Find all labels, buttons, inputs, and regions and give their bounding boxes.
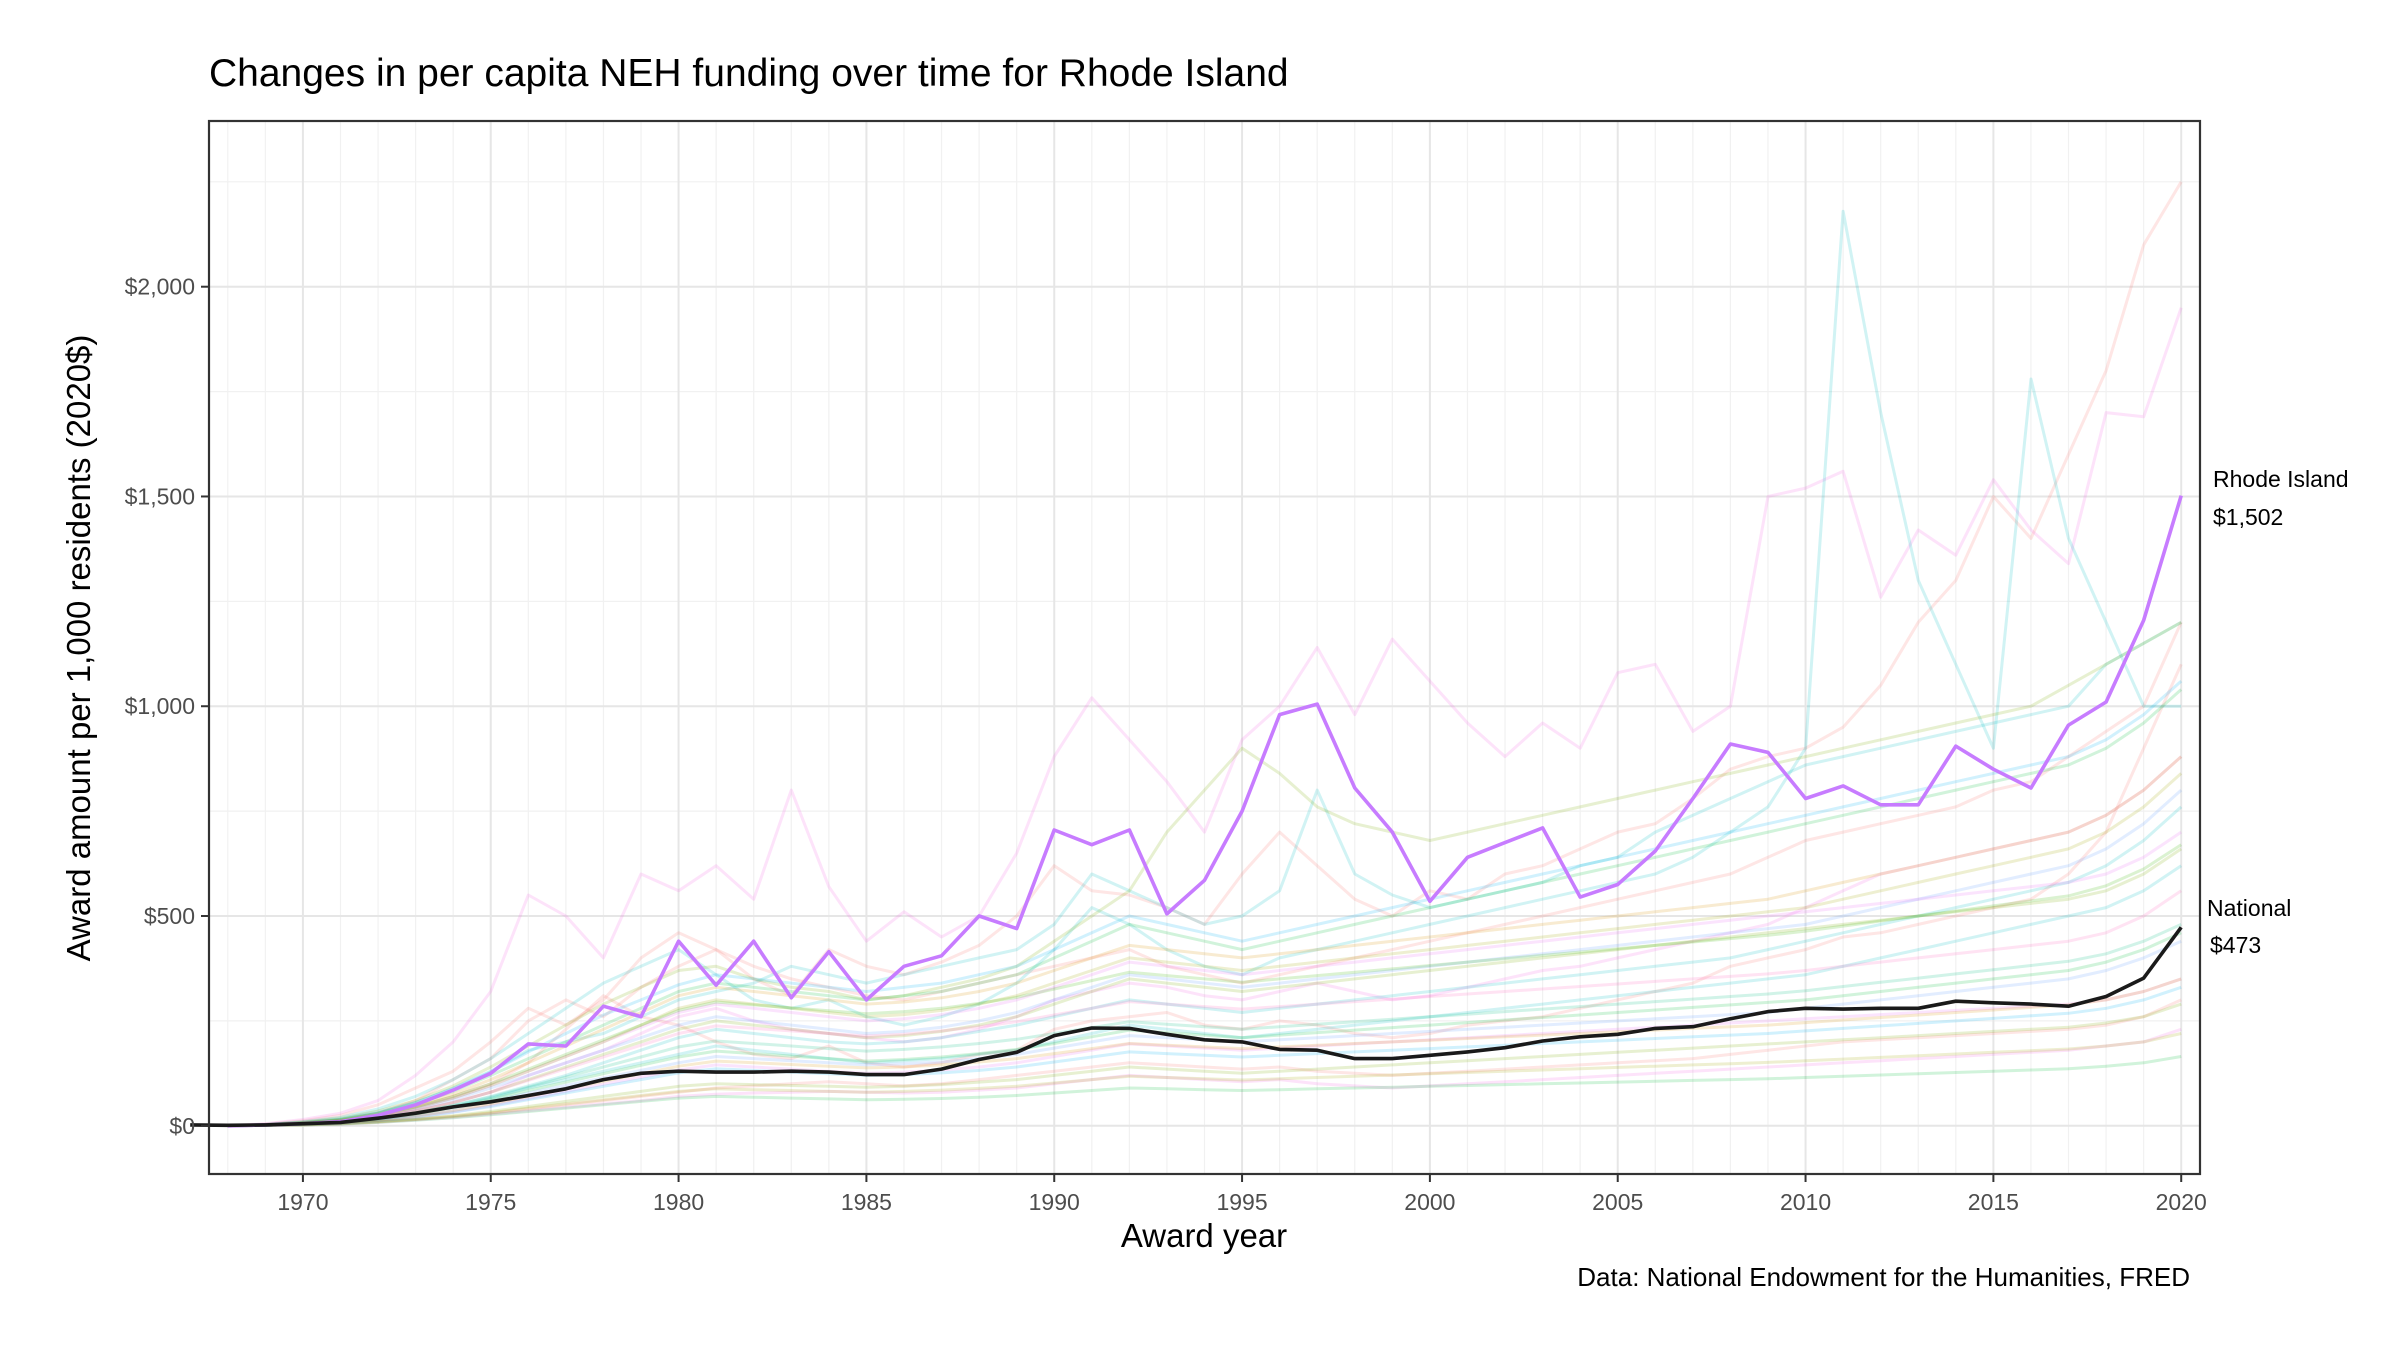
major-gridlines	[209, 121, 2200, 1174]
background-state-line	[227, 1002, 2182, 1128]
background-state-line	[227, 998, 2182, 1128]
background-state-line	[227, 923, 2182, 1128]
x-tick-label: 1985	[841, 1189, 892, 1215]
background-state-line	[227, 843, 2183, 1128]
background-state-line	[227, 931, 2182, 1128]
plot-panel-border	[207, 119, 2202, 1176]
x-tick-label: 1990	[1029, 1189, 1080, 1215]
x-axis-ticks: 1970 1975 1980 1985 1990 1995 2000 2005 2010 2015…	[277, 1174, 2207, 1215]
x-tick-label: 1975	[465, 1189, 516, 1215]
background-state-line	[227, 1055, 2182, 1128]
chart-caption: Data: National Endowment for the Humanit…	[1577, 1262, 2190, 1292]
background-state-line	[227, 788, 2183, 1128]
background-state-line	[227, 307, 2183, 1128]
background-state-line	[227, 805, 2183, 1128]
x-tick-label: 1980	[653, 1189, 704, 1215]
background-state-line	[227, 1032, 2182, 1128]
background-state-lines	[227, 181, 2183, 1128]
national-series-end-value-label: $473	[2210, 932, 2261, 958]
background-state-line	[227, 985, 2182, 1128]
y-axis-title: Award amount per 1,000 residents (2020$)	[60, 335, 97, 962]
background-state-line	[227, 663, 2183, 1128]
y-axis-ticks: $0 $500 $1,000 $1,500 $2,000	[125, 274, 209, 1139]
chart-title: Changes in per capita NEH funding over t…	[209, 52, 1289, 95]
x-tick-label: 2000	[1404, 1189, 1455, 1215]
national-series-name-label: National	[2207, 895, 2291, 921]
x-tick-label: 2010	[1780, 1189, 1831, 1215]
background-state-line	[227, 864, 2183, 1128]
national-series-line	[190, 926, 2183, 1128]
minor-gridlines	[209, 121, 2200, 1174]
x-tick-label: 2015	[1968, 1189, 2019, 1215]
y-tick-label: $500	[144, 903, 195, 929]
x-tick-label: 2005	[1592, 1189, 1643, 1215]
background-state-line	[227, 830, 2183, 1128]
highlight-series-end-value-label: $1,502	[2213, 504, 2283, 530]
background-state-line	[227, 209, 2182, 1128]
background-state-line	[227, 1027, 2182, 1128]
background-state-line	[227, 755, 2183, 1128]
highlight-lines	[190, 495, 2183, 1128]
x-tick-label: 2020	[2156, 1189, 2207, 1215]
y-tick-label: $0	[169, 1113, 195, 1139]
x-axis-title: Award year	[1121, 1217, 1287, 1254]
x-tick-label: 1995	[1216, 1189, 1267, 1215]
y-tick-label: $2,000	[125, 274, 195, 300]
background-state-line	[227, 977, 2182, 1128]
x-tick-label: 1970	[277, 1189, 328, 1215]
highlight-series-line	[227, 495, 2183, 1128]
background-state-line	[227, 772, 2183, 1128]
background-state-line	[227, 847, 2183, 1128]
background-state-line	[227, 688, 2183, 1128]
y-tick-label: $1,000	[125, 693, 195, 719]
background-state-line	[227, 889, 2183, 1128]
background-state-line	[227, 679, 2183, 1128]
background-state-line	[227, 620, 2182, 1128]
background-state-line	[227, 755, 2183, 1128]
background-state-line	[227, 621, 2183, 1128]
highlight-series-name-label: Rhode Island	[2213, 466, 2349, 492]
background-state-line	[227, 181, 2183, 1128]
y-tick-label: $1,500	[125, 483, 195, 509]
